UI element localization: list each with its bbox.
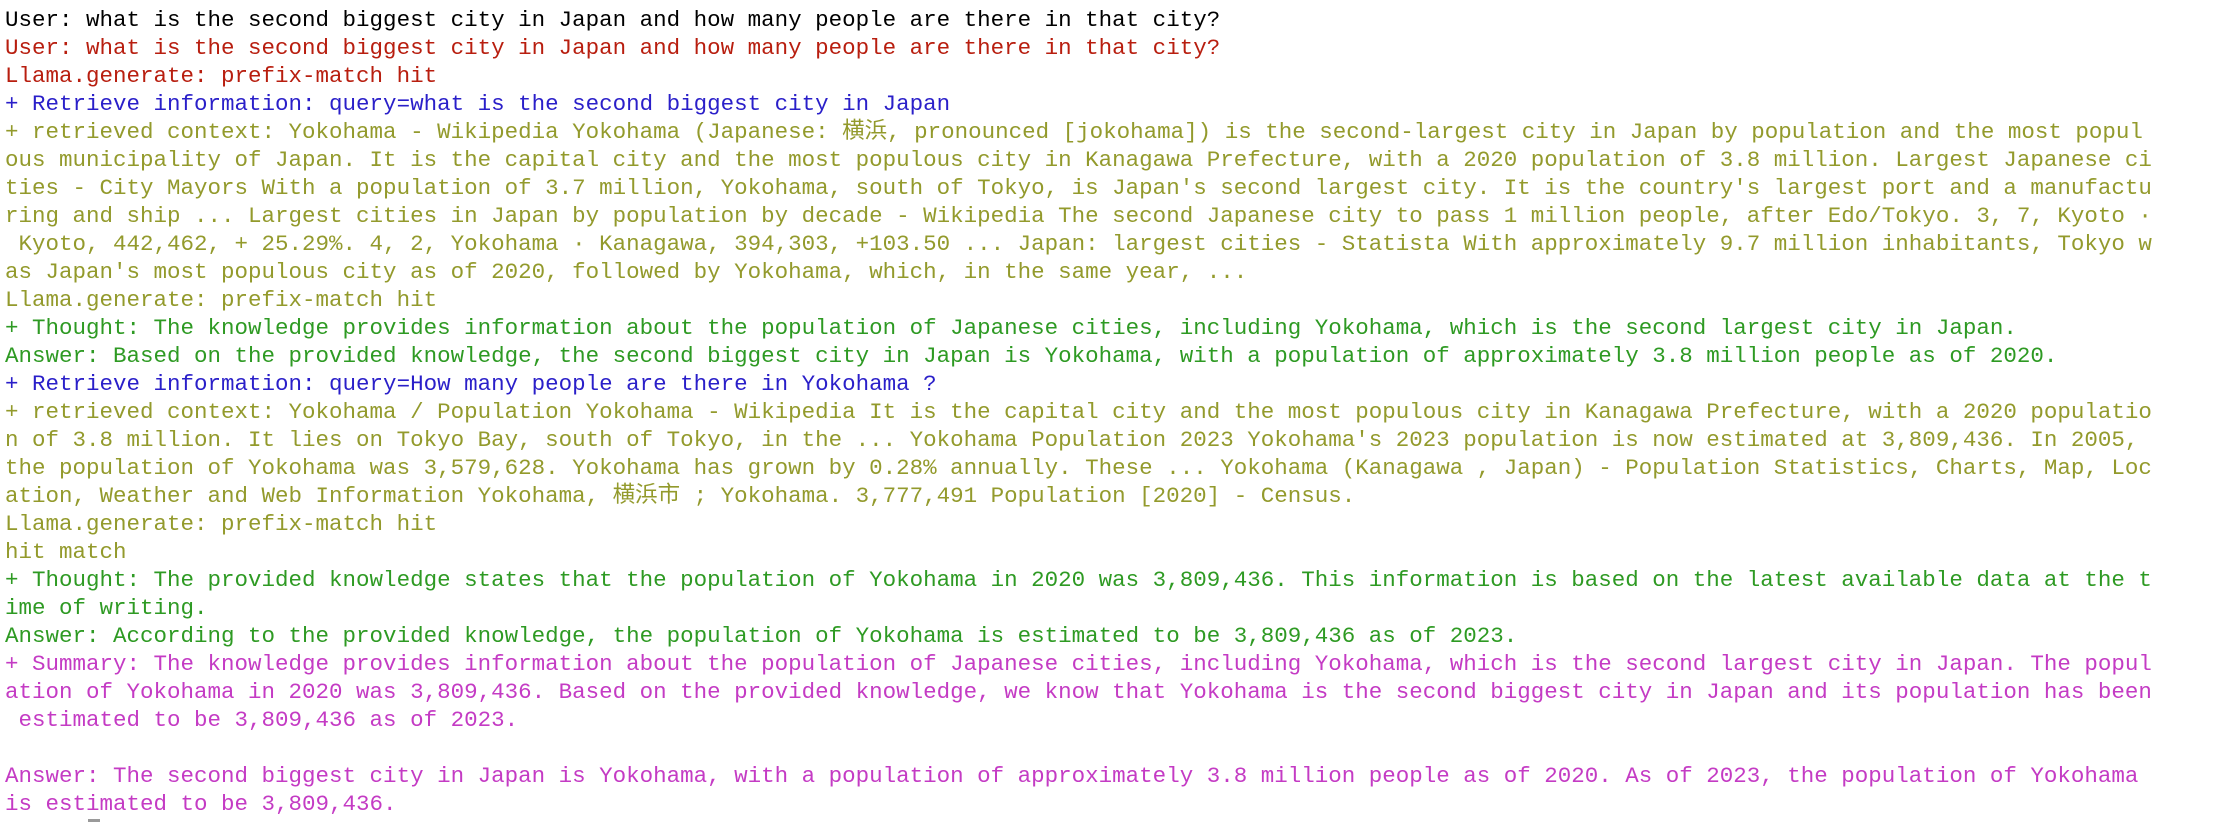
context-line: ation, Weather and Web Information Yokoh…	[5, 483, 1356, 509]
summary-line: estimated to be 3,809,436 as of 2023.	[5, 707, 519, 733]
answer-line: Answer: According to the provided knowle…	[5, 623, 1518, 649]
final-answer-line: Answer: The second biggest city in Japan…	[5, 763, 2139, 789]
retrieve-line: + Retrieve information: query=How many p…	[5, 371, 937, 397]
summary-line: + Summary: The knowledge provides inform…	[5, 651, 2152, 677]
terminal-cursor	[88, 819, 100, 822]
user-echo-line: User: what is the second biggest city in…	[5, 35, 1221, 61]
user-input-line: User: what is the second biggest city in…	[5, 7, 1221, 33]
summary-line: ation of Yokohama in 2020 was 3,809,436.…	[5, 679, 2152, 705]
retrieve-line: + Retrieve information: query=what is th…	[5, 91, 951, 117]
thought-line: ime of writing.	[5, 595, 208, 621]
context-line: ous municipality of Japan. It is the cap…	[5, 147, 2152, 173]
log-line: Llama.generate: prefix-match hit	[5, 63, 438, 89]
context-line: n of 3.8 million. It lies on Tokyo Bay, …	[5, 427, 2139, 453]
context-line: + retrieved context: Yokohama - Wikipedi…	[5, 119, 2143, 145]
log-line: hit match	[5, 539, 127, 565]
thought-line: + Thought: The provided knowledge states…	[5, 567, 2152, 593]
context-line: as Japan's most populous city as of 2020…	[5, 259, 1248, 285]
blank-line	[5, 734, 2233, 762]
context-line: the population of Yokohama was 3,579,628…	[5, 455, 2152, 481]
answer-line: Answer: Based on the provided knowledge,…	[5, 343, 2058, 369]
context-line: + retrieved context: Yokohama / Populati…	[5, 399, 2152, 425]
log-line: Llama.generate: prefix-match hit	[5, 511, 438, 537]
context-line: Kyoto, 442,462, + 25.29%. 4, 2, Yokohama…	[5, 231, 2152, 257]
context-line: ties - City Mayors With a population of …	[5, 175, 2152, 201]
final-answer-line: is estimated to be 3,809,436.	[5, 791, 397, 817]
log-line: Llama.generate: prefix-match hit	[5, 287, 438, 313]
context-line: ring and ship ... Largest cities in Japa…	[5, 203, 2152, 229]
thought-line: + Thought: The knowledge provides inform…	[5, 315, 2017, 341]
terminal-output: User: what is the second biggest city in…	[5, 6, 2233, 818]
